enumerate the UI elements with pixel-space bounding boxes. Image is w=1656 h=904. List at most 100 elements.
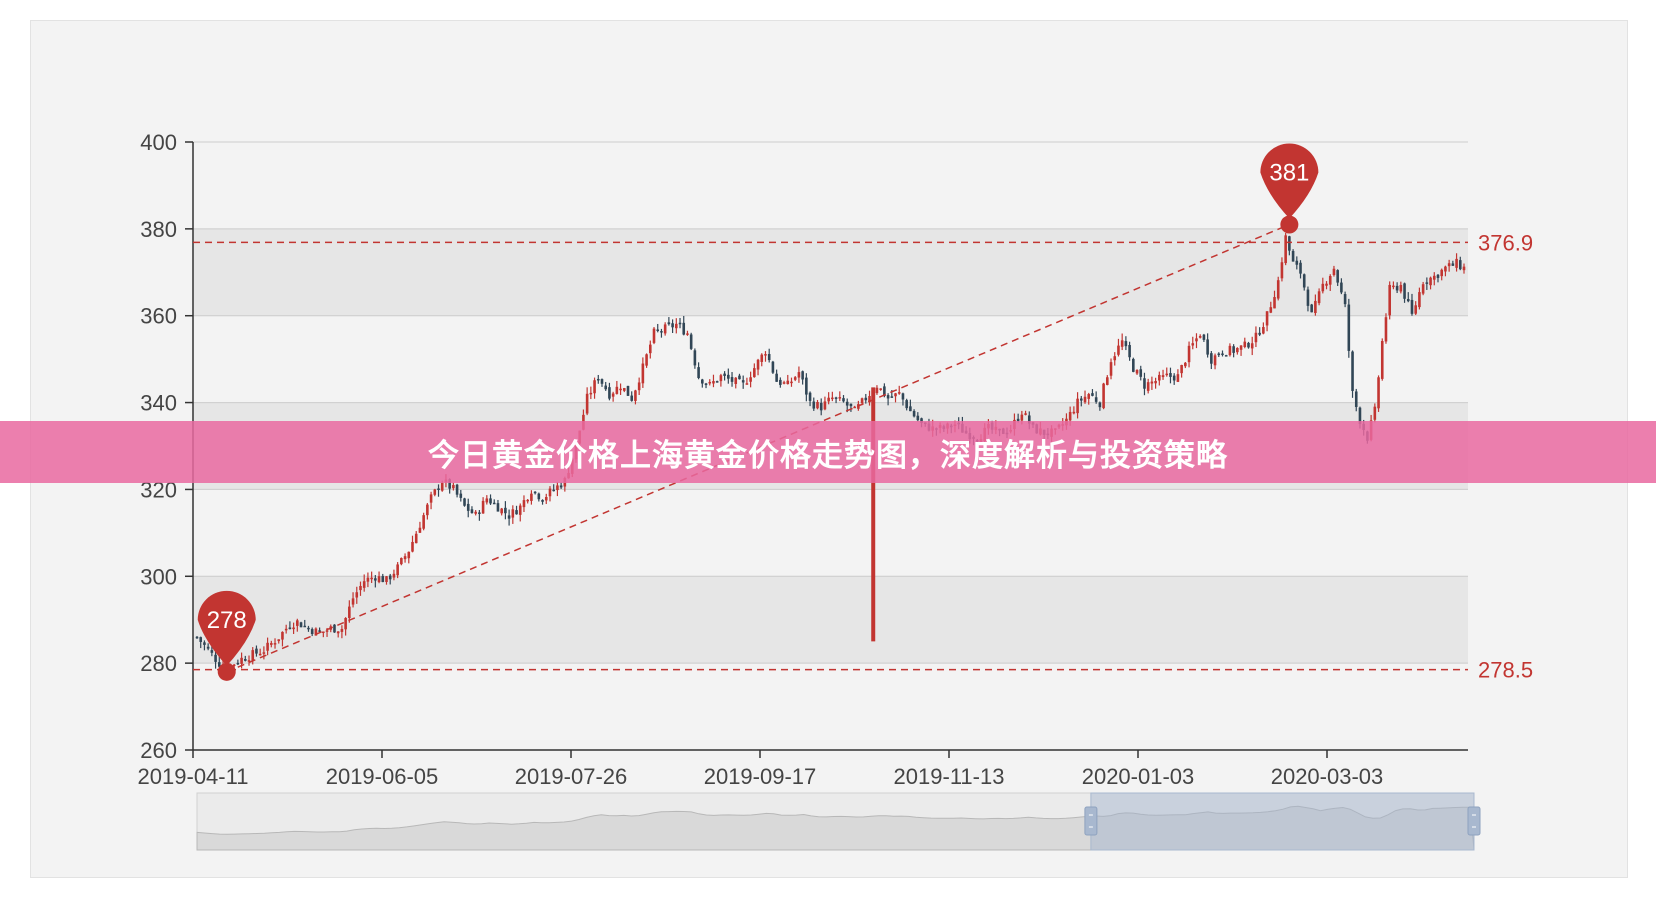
extreme-markers: 278 381: [197, 143, 1319, 681]
candle-body: [779, 379, 782, 385]
candle-body: [894, 393, 897, 397]
candle-body: [797, 372, 801, 378]
candle-body: [816, 402, 819, 409]
candle-body: [1016, 418, 1020, 421]
candle-body: [1024, 413, 1027, 415]
candle-body: [1154, 381, 1157, 384]
candle-body: [838, 397, 842, 399]
candle-body: [463, 498, 466, 506]
candle-body: [1113, 356, 1117, 361]
max-pin-label: 381: [1269, 160, 1309, 187]
candle-body: [775, 373, 778, 382]
candle-body: [1198, 336, 1202, 338]
candle-body: [1027, 415, 1031, 424]
candle-body: [1425, 282, 1429, 284]
candle-body: [1079, 398, 1083, 401]
candle-body: [1143, 378, 1146, 389]
candle-body: [741, 380, 745, 383]
candle-body: [652, 328, 656, 343]
candle-body: [708, 381, 712, 384]
candle-body: [671, 323, 674, 328]
candle-body: [400, 558, 403, 565]
candle-body: [909, 406, 912, 412]
candle-body: [805, 377, 808, 395]
candle-body: [273, 643, 277, 645]
candle-body: [206, 646, 210, 649]
slider-window[interactable]: [1090, 792, 1475, 851]
x-tick-label: 2019-07-26: [515, 764, 628, 789]
candle-body: [712, 381, 715, 384]
candle-body: [1432, 275, 1436, 280]
candle-body: [481, 500, 485, 514]
slider-handle-left[interactable]: [1084, 806, 1098, 836]
candle-body: [611, 393, 615, 397]
candle-body: [1332, 268, 1336, 276]
candle-body: [1392, 285, 1395, 288]
candle-body: [715, 381, 719, 383]
candle-body: [1169, 373, 1172, 377]
candle-body: [615, 386, 619, 394]
candle-body: [333, 624, 336, 633]
candle-body: [244, 659, 247, 661]
candle-body: [641, 363, 645, 384]
candle-body: [518, 505, 522, 515]
candle-body: [1187, 345, 1191, 363]
y-tick-label: 260: [140, 738, 177, 763]
candle-body: [533, 491, 537, 494]
candle-body: [1158, 374, 1161, 381]
candle-body: [392, 573, 396, 578]
candle-body: [1280, 262, 1284, 279]
candle-body: [675, 323, 678, 329]
y-tick-label: 400: [140, 130, 177, 155]
candle-body: [1068, 411, 1072, 421]
candle-body: [1343, 294, 1347, 305]
candle-body: [1083, 396, 1087, 403]
candle-body: [701, 379, 704, 384]
candle-body: [548, 488, 552, 497]
candle-body: [1328, 276, 1332, 285]
candle-body: [370, 577, 373, 580]
candle-body: [314, 628, 318, 636]
candle-body: [1462, 266, 1466, 271]
candle-body: [1213, 355, 1217, 366]
candle-body: [1135, 369, 1139, 374]
candle-body: [429, 494, 433, 503]
y-tick-label: 380: [140, 217, 177, 242]
x-tick-label: 2019-04-11: [138, 764, 249, 789]
candle-body: [1269, 307, 1273, 313]
candle-body: [325, 630, 329, 632]
candle-body: [1072, 411, 1076, 414]
candle-body: [864, 397, 868, 401]
candle-body: [697, 367, 700, 379]
min-point: [217, 662, 236, 681]
mark-line-label: 278.5: [1478, 658, 1533, 683]
x-tick-label: 2019-09-17: [704, 764, 817, 789]
candle-body: [552, 489, 555, 492]
candle-body: [1458, 260, 1462, 270]
slider-handle-right[interactable]: [1467, 806, 1481, 836]
candle-body: [1421, 284, 1425, 294]
candle-body: [414, 533, 418, 544]
candle-body: [1380, 341, 1384, 379]
candle-body: [1395, 285, 1399, 291]
candle-body: [348, 606, 351, 619]
zoom-slider[interactable]: [196, 792, 1481, 851]
candle-body: [1314, 300, 1317, 314]
candle-body: [485, 498, 489, 503]
candle-body: [678, 322, 682, 325]
candle-body: [1224, 355, 1228, 357]
candle-body: [630, 395, 634, 401]
candle-body: [1336, 270, 1339, 283]
candle-body: [619, 388, 622, 391]
candle-body: [845, 401, 849, 406]
candle-body: [1117, 345, 1120, 355]
x-tick-label: 2019-06-05: [326, 764, 439, 789]
candle-body: [1377, 377, 1380, 409]
candle-body: [426, 504, 429, 516]
candle-body: [1288, 236, 1291, 251]
candle-body: [663, 324, 667, 334]
candle-body: [433, 489, 437, 495]
candle-body: [886, 395, 890, 399]
candle-body: [1091, 393, 1094, 396]
candle-body: [255, 648, 258, 654]
